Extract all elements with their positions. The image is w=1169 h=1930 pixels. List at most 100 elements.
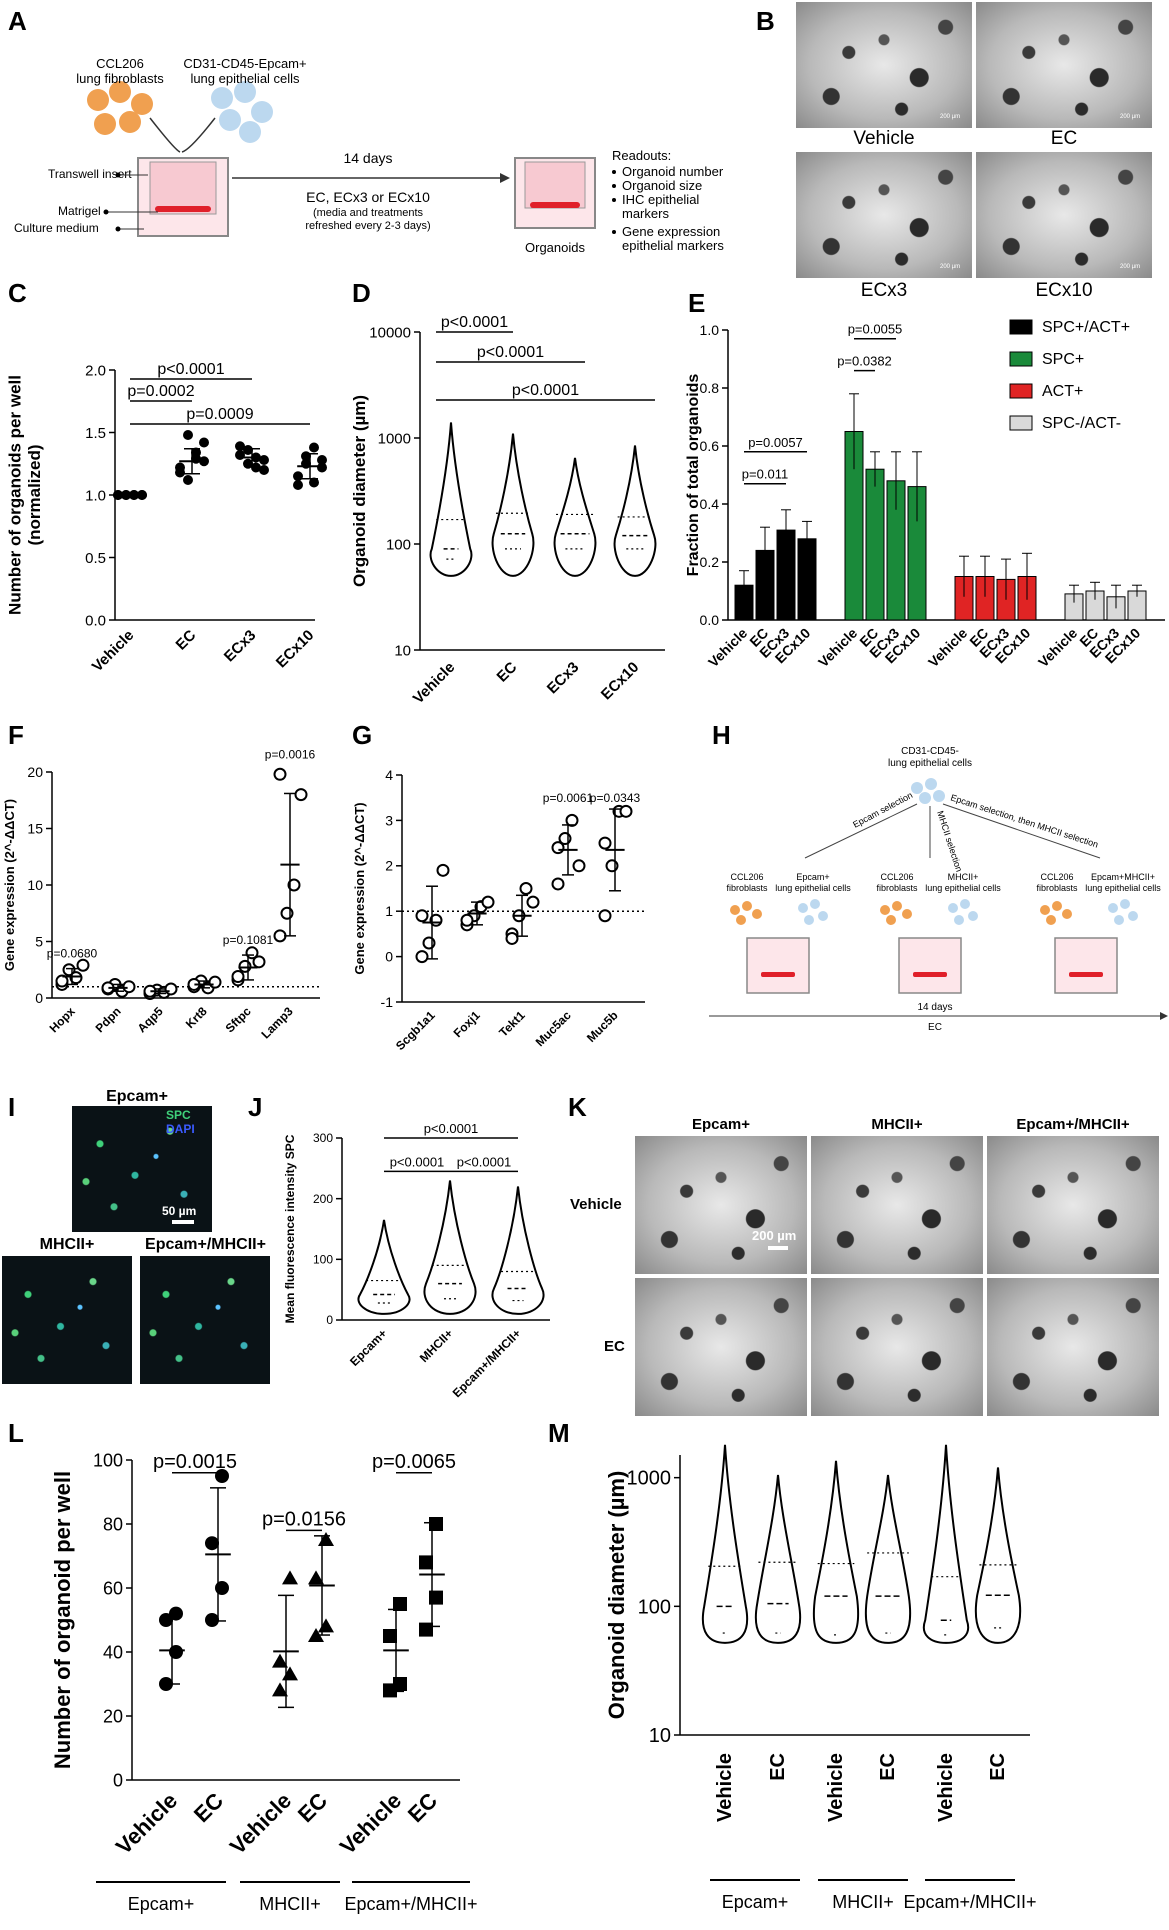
x-tick-label: Pdpn: [93, 1004, 124, 1035]
panel-letter-m: M: [548, 1418, 570, 1448]
k-row-ec: EC: [604, 1338, 625, 1355]
y-tick-label: 0.0: [85, 612, 106, 629]
svg-text:CD31-CD45-lung epithelial cell: CD31-CD45-lung epithelial cells: [888, 746, 972, 769]
y-tick-label: 20: [103, 1706, 123, 1726]
micrograph-k: [987, 1136, 1159, 1274]
micrograph-vehicle: [796, 2, 972, 128]
group-label: Epcam+/MHCII+: [903, 1892, 1036, 1912]
panel-letter-e: E: [688, 288, 706, 318]
data-point: [293, 480, 303, 490]
chart-e-fraction-organoids: 0.0 0.2 0.4 0.6 0.8 1.0 Fraction of total orga…: [685, 319, 1165, 671]
x-tick-label: Vehicle: [815, 625, 861, 671]
h-ec: EC: [928, 1022, 942, 1030]
violin: [974, 1467, 1022, 1644]
scale-bar-label: 200 µm: [1120, 264, 1141, 270]
h-arrow-label-2: MHCII selection: [935, 810, 964, 874]
data-point: [308, 1570, 324, 1585]
y-tick-label: 0.4: [700, 496, 720, 512]
y-tick-label: 80: [103, 1514, 123, 1534]
data-point: [551, 841, 565, 855]
data-point: [598, 836, 612, 850]
y-tick-label: 0.6: [700, 438, 720, 454]
panel-a-schematic: CCL206 lung fibroblasts CD31-CD45-Epcam+ l…: [14, 56, 724, 255]
x-tick-label: EC: [877, 1753, 899, 1781]
micrograph-k: [811, 1136, 983, 1274]
p-value-label: p<0.0001: [441, 314, 508, 331]
data-point: [252, 955, 266, 969]
legend-swatch: [1009, 383, 1033, 399]
epithelial-cells-icon: [211, 81, 273, 143]
data-point: [393, 1677, 407, 1691]
data-point: [309, 442, 319, 453]
data-point: [415, 909, 429, 923]
chart-l-organoid-number: 0 20 40 60 80 100 Number of organoid per well V…: [50, 1450, 478, 1914]
data-point: [122, 980, 136, 994]
x-tick-label: Hopx: [47, 1004, 78, 1035]
h-days: 14 days: [917, 1002, 952, 1013]
data-point: [419, 1622, 433, 1637]
y-tick-label: 1000: [378, 430, 411, 447]
p-value-label: p<0.0001: [512, 382, 579, 399]
data-point: [519, 882, 533, 895]
scale-bar-label: 200 µm: [940, 264, 961, 270]
chart-d-organoid-diameter: 10 100 1000 10000 Organoid diameter (µm) Vehi…: [350, 314, 665, 705]
days-label: 14 days: [343, 150, 392, 166]
violin: [491, 433, 535, 577]
p-value-label: p=0.0680: [47, 946, 98, 960]
y-axis-label: Organoid diameter (µm): [350, 395, 369, 587]
data-point: [419, 1555, 433, 1570]
b-label-ec: EC: [1050, 128, 1078, 149]
medium-label: Culture medium: [14, 221, 99, 235]
y-tick-label: 15: [27, 820, 43, 836]
y-tick-label: 300: [313, 1131, 333, 1145]
data-point: [317, 455, 327, 465]
x-tick-label: Epcam+/MHCII+: [450, 1326, 524, 1400]
panel-letter-a: A: [8, 6, 27, 36]
y-tick-label: 0: [35, 990, 43, 1006]
organoids-label: Organoids: [525, 240, 585, 255]
p-value-label: p<0.0001: [424, 1121, 479, 1136]
panel-letter-f: F: [8, 720, 24, 750]
y-axis-label: Mean fluorescence intensity SPC: [283, 1134, 297, 1323]
x-tick-label: Lamp3: [258, 1004, 295, 1041]
scale-bar-label: 200 µm: [940, 114, 961, 120]
data-point: [565, 813, 579, 827]
legend-dapi: DAPI: [166, 1122, 195, 1136]
x-tick-label: Epcam+: [347, 1326, 390, 1369]
chart-c-organoid-number: 0.0 0.5 1.0 1.5 2.0 Number of organoids per w…: [6, 361, 327, 675]
y-tick-label: 20: [27, 764, 43, 780]
treatment-note-1: (media and treatments: [313, 207, 424, 219]
violin: [357, 1219, 411, 1315]
data-point: [69, 971, 83, 985]
x-tick-label: EC: [173, 627, 200, 654]
x-tick-label: Tekt1: [496, 1008, 528, 1040]
data-point: [259, 465, 269, 475]
readouts-title: Readouts:: [612, 148, 671, 163]
h-arrow-label-3: Epcam selection, then MHCII selection: [949, 792, 1099, 849]
scale-bar: [172, 1220, 194, 1224]
micrograph-k: [635, 1278, 807, 1416]
data-point: [169, 1645, 183, 1659]
data-point: [436, 863, 450, 877]
x-tick-label: EC: [293, 1788, 332, 1827]
panel-letter-c: C: [8, 278, 27, 308]
x-tick-label: ECx3: [221, 627, 260, 666]
panel-letter-h: H: [712, 720, 731, 750]
panel-letter-b: B: [756, 6, 775, 36]
micrograph-k: [635, 1136, 807, 1274]
x-tick-label: Vehicle: [111, 1788, 182, 1859]
data-point: [317, 462, 327, 473]
i-title-epcam: Epcam+: [106, 1088, 168, 1105]
y-tick-label: 100: [386, 536, 411, 553]
svg-text:Epcam+MHCII+lung epithelial ce: Epcam+MHCII+ lung epithelial cells: [1085, 872, 1161, 893]
y-tick-label: 10: [649, 1725, 671, 1747]
legend-label: ACT+: [1042, 383, 1083, 400]
p-value-label: p<0.0001: [157, 361, 224, 378]
p-value-label: p=0.0057: [748, 435, 803, 450]
readout-item: markers: [622, 206, 669, 221]
data-point: [526, 895, 540, 909]
group-label: Epcam+/MHCII+: [344, 1894, 477, 1914]
y-tick-label: 100: [638, 1596, 671, 1618]
y-tick-label: 3: [385, 812, 393, 828]
y-axis-label: Gene expression (2^-ΔΔCT): [2, 799, 17, 971]
